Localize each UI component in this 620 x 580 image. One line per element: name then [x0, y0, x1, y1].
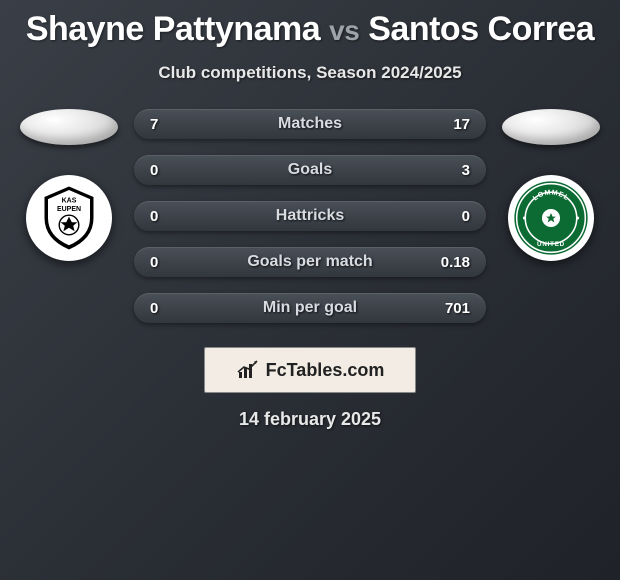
watermark-badge: FcTables.com: [204, 347, 416, 393]
club-badge-eupen: KAS EUPEN: [26, 175, 112, 261]
player1-column: KAS EUPEN: [14, 109, 124, 261]
club-badge-lommel: LOMMEL UNITED: [508, 175, 594, 261]
chart-icon: [236, 358, 260, 382]
player1-oval: [20, 109, 118, 145]
player2-oval: [502, 109, 600, 145]
stat-label: Hattricks: [276, 207, 344, 225]
svg-text:KAS: KAS: [62, 198, 77, 205]
stat-row-hattricks: 0 Hattricks 0: [134, 201, 486, 231]
stat-right-value: 3: [462, 162, 470, 179]
svg-text:EUPEN: EUPEN: [57, 206, 81, 213]
stat-row-matches: 7 Matches 17: [134, 109, 486, 139]
stat-label: Goals per match: [247, 253, 372, 271]
stat-left-value: 7: [150, 116, 158, 133]
svg-text:UNITED: UNITED: [537, 241, 565, 248]
stat-row-gpm: 0 Goals per match 0.18: [134, 247, 486, 277]
eupen-logo-icon: KAS EUPEN: [34, 183, 104, 253]
date-text: 14 february 2025: [0, 409, 620, 430]
player2-column: LOMMEL UNITED: [496, 109, 606, 261]
player1-name: Shayne Pattynama: [26, 10, 320, 48]
comparison-title: Shayne Pattynama vs Santos Correa: [0, 0, 620, 49]
content-row: KAS EUPEN 7 Matches 17 0 Goals 3 0 Hattr…: [0, 109, 620, 323]
player2-name: Santos Correa: [368, 10, 594, 48]
stat-label: Goals: [288, 161, 332, 179]
stat-left-value: 0: [150, 254, 158, 271]
stat-right-value: 0.18: [441, 254, 470, 271]
stat-right-value: 0: [462, 208, 470, 225]
watermark-text: FcTables.com: [266, 360, 385, 381]
stat-left-value: 0: [150, 208, 158, 225]
vs-text: vs: [329, 15, 359, 46]
lommel-logo-icon: LOMMEL UNITED: [512, 179, 590, 257]
stat-left-value: 0: [150, 300, 158, 317]
stat-label: Matches: [278, 115, 342, 133]
stat-label: Min per goal: [263, 299, 357, 317]
stat-left-value: 0: [150, 162, 158, 179]
stat-right-value: 701: [445, 300, 470, 317]
stats-column: 7 Matches 17 0 Goals 3 0 Hattricks 0 0 G…: [134, 109, 486, 323]
stat-row-mpg: 0 Min per goal 701: [134, 293, 486, 323]
stat-right-value: 17: [453, 116, 470, 133]
subtitle: Club competitions, Season 2024/2025: [0, 63, 620, 83]
stat-row-goals: 0 Goals 3: [134, 155, 486, 185]
